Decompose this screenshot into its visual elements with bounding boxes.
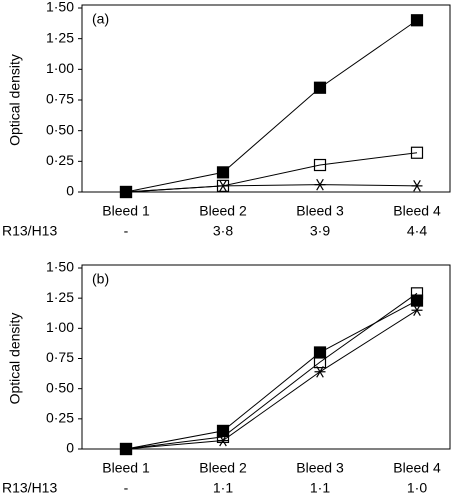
marker bbox=[216, 166, 230, 179]
marker bbox=[314, 178, 326, 191]
x-tick-label: Bleed 1 bbox=[102, 203, 150, 219]
y-tick-label: 1·00 bbox=[46, 319, 74, 335]
y-tick-label: 1·50 bbox=[46, 259, 74, 275]
marker bbox=[314, 365, 326, 378]
row-value: - bbox=[124, 480, 129, 496]
marker-stroke bbox=[219, 180, 227, 192]
series-line bbox=[125, 309, 418, 450]
panel-label: (b) bbox=[92, 271, 109, 287]
y-tick-label: 0·25 bbox=[46, 410, 74, 426]
marker bbox=[216, 430, 230, 444]
marker-stroke bbox=[122, 186, 130, 198]
y-tick-label: 1·00 bbox=[46, 60, 74, 76]
series-line bbox=[125, 184, 418, 193]
y-tick-label: 0·50 bbox=[46, 379, 74, 395]
panel-label: (a) bbox=[92, 11, 109, 27]
row-value: 1·1 bbox=[310, 480, 330, 496]
y-axis-label: Optical density bbox=[7, 54, 23, 146]
x-tick-label: Bleed 4 bbox=[393, 203, 441, 219]
marker bbox=[411, 180, 423, 192]
marker-stroke bbox=[316, 178, 324, 191]
row-value: 4·4 bbox=[407, 223, 427, 239]
y-tick-label: 0·75 bbox=[46, 349, 74, 365]
series-line bbox=[125, 292, 418, 450]
series-line bbox=[125, 300, 418, 450]
x-tick-label: Bleed 3 bbox=[296, 460, 344, 476]
marker bbox=[120, 443, 132, 455]
marker bbox=[410, 146, 424, 159]
marker bbox=[410, 294, 424, 307]
row-value: 1·1 bbox=[213, 480, 233, 496]
marker bbox=[411, 304, 423, 317]
y-tick-label: 0·75 bbox=[46, 91, 74, 107]
marker bbox=[217, 180, 229, 192]
y-tick-label: 0 bbox=[66, 440, 74, 456]
marker bbox=[313, 346, 327, 359]
marker bbox=[313, 158, 327, 172]
y-tick-label: 0 bbox=[66, 183, 74, 199]
row-label: R13/H13 bbox=[2, 480, 57, 496]
marker bbox=[410, 287, 424, 300]
marker bbox=[313, 356, 327, 369]
series-line bbox=[125, 19, 418, 193]
y-tick-label: 0·50 bbox=[46, 121, 74, 137]
marker bbox=[313, 81, 327, 94]
marker-stroke bbox=[316, 365, 324, 378]
x-tick-label: Bleed 2 bbox=[199, 460, 247, 476]
marker-stroke bbox=[122, 443, 130, 455]
row-value: - bbox=[124, 223, 129, 239]
y-tick-label: 1·25 bbox=[46, 289, 74, 305]
y-tick-label: 1·50 bbox=[46, 0, 74, 15]
y-tick-label: 0·25 bbox=[46, 152, 74, 168]
y-tick-label: 1·25 bbox=[46, 29, 74, 45]
plot-frame bbox=[81, 264, 451, 450]
row-value: 3·9 bbox=[310, 223, 330, 239]
x-tick-label: Bleed 2 bbox=[199, 203, 247, 219]
marker bbox=[120, 186, 132, 198]
marker-stroke bbox=[413, 180, 421, 192]
x-tick-label: Bleed 3 bbox=[296, 203, 344, 219]
x-tick-label: Bleed 4 bbox=[393, 460, 441, 476]
marker-stroke bbox=[413, 304, 421, 317]
plot-frame bbox=[81, 4, 451, 193]
y-axis-label: Optical density bbox=[7, 313, 23, 405]
row-value: 1·0 bbox=[407, 480, 427, 496]
series-line bbox=[125, 152, 418, 193]
x-tick-label: Bleed 1 bbox=[102, 460, 150, 476]
marker bbox=[217, 434, 229, 447]
row-value: 3·8 bbox=[213, 223, 233, 239]
marker-stroke bbox=[219, 434, 227, 447]
marker bbox=[410, 14, 424, 27]
row-label: R13/H13 bbox=[2, 223, 57, 239]
